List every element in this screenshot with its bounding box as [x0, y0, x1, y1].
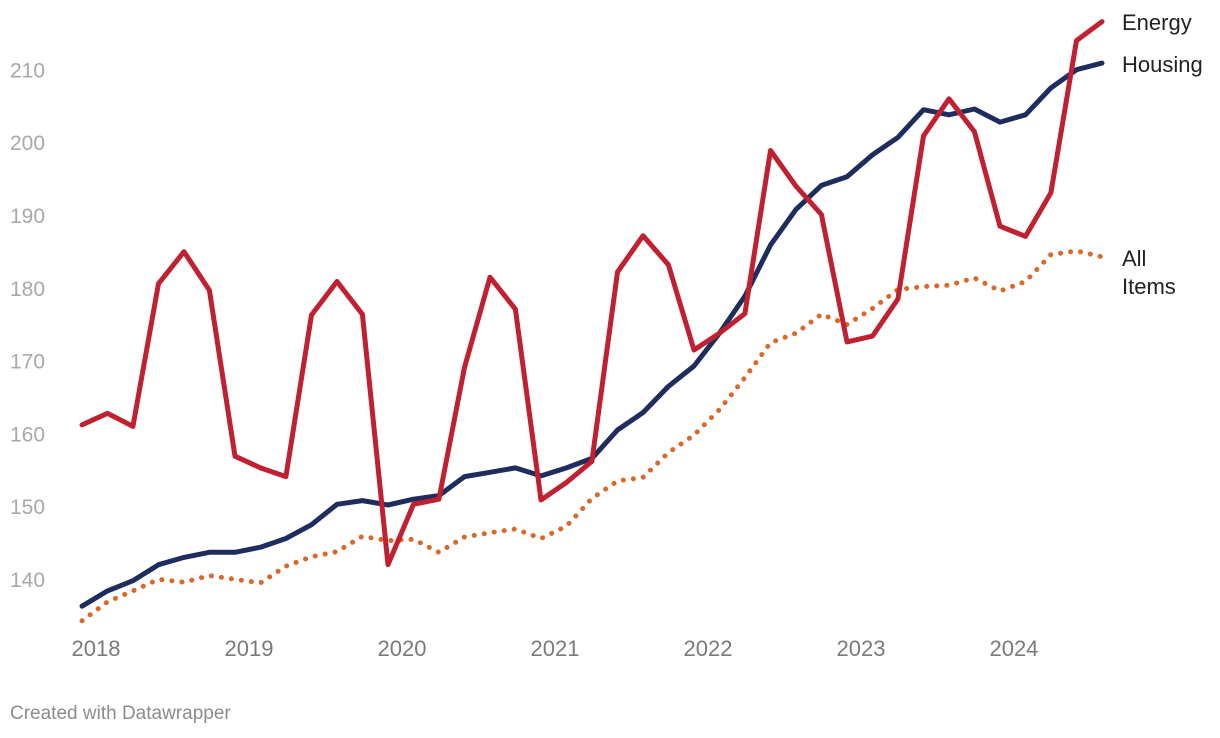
series-label-line: All [1122, 246, 1146, 271]
x-tick-label: 2020 [378, 636, 427, 661]
datawrapper-credit: Created with Datawrapper [10, 703, 231, 724]
y-tick-label: 150 [10, 496, 45, 519]
y-tick-label: 210 [10, 59, 45, 82]
x-tick-label: 2018 [72, 636, 121, 661]
y-tick-label: 160 [10, 423, 45, 446]
series-label-energy: Energy [1122, 10, 1192, 35]
series-labels: Energy Housing All Items [1122, 10, 1203, 299]
series-label-line: Housing [1122, 52, 1203, 77]
y-tick-label: 170 [10, 351, 45, 374]
y-tick-label: 190 [10, 205, 45, 228]
series-label-all-items: All Items [1122, 246, 1176, 299]
x-tick-label: 2021 [531, 636, 580, 661]
y-axis: 140 150 160 170 180 190 200 210 [10, 59, 45, 592]
series-line-energy [79, 19, 1105, 568]
series-line-housing [79, 60, 1105, 609]
series-line-all-items [79, 248, 1105, 624]
x-tick-label: 2024 [989, 636, 1038, 661]
y-tick-label: 200 [10, 132, 45, 155]
y-tick-label: 140 [10, 569, 45, 592]
series-label-line: Energy [1122, 10, 1192, 35]
x-tick-label: 2019 [225, 636, 274, 661]
series-layer [79, 19, 1105, 624]
series-label-line: Items [1122, 274, 1176, 299]
series-label-housing: Housing [1122, 52, 1203, 77]
x-axis: 2018 2019 2020 2021 2022 2023 2024 [72, 636, 1039, 661]
y-tick-label: 180 [10, 278, 45, 301]
x-tick-label: 2022 [683, 636, 732, 661]
x-tick-label: 2023 [836, 636, 885, 661]
